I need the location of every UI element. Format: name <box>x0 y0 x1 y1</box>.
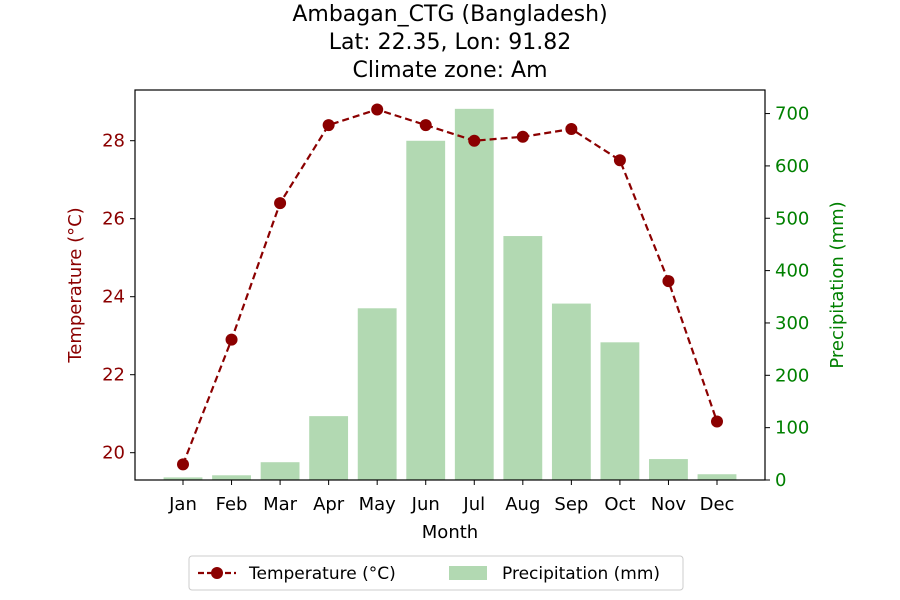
y-right-tick-label-100: 100 <box>775 418 809 439</box>
legend-temperature-marker <box>211 567 223 579</box>
y-axis-left-label: Temperature (°C) <box>65 207 86 363</box>
y-left-tick-label-20: 20 <box>102 443 125 464</box>
legend-temperature-label: Temperature (°C) <box>248 564 396 584</box>
temperature-point-oct <box>613 154 626 167</box>
x-tick-label-dec: Dec <box>700 494 735 515</box>
temperature-point-apr <box>322 119 335 132</box>
y-axis-right-label: Precipitation (mm) <box>827 201 848 368</box>
title-line-coordinates: Lat: 22.35, Lon: 91.82 <box>329 30 571 55</box>
precipitation-bar-aug <box>503 236 543 480</box>
precipitation-bar-dec <box>697 474 737 480</box>
temperature-point-sep <box>565 123 578 135</box>
precipitation-bar-sep <box>551 303 591 480</box>
legend-precipitation-label: Precipitation (mm) <box>502 564 660 584</box>
precipitation-bar-may <box>357 308 397 480</box>
y-right-tick-label-600: 600 <box>775 156 809 177</box>
temperature-line <box>181 108 719 465</box>
title-line-climate-zone: Climate zone: Am <box>352 58 547 83</box>
x-tick-label-feb: Feb <box>216 494 248 515</box>
chart-title: Ambagan_CTG (Bangladesh) Lat: 22.35, Lon… <box>292 2 607 83</box>
y-left-tick-label-24: 24 <box>102 287 125 308</box>
x-tick-label-sep: Sep <box>554 494 588 515</box>
y-right-tick-label-200: 200 <box>775 365 809 386</box>
x-tick-label-apr: Apr <box>313 494 345 515</box>
y-left-tick-label-28: 28 <box>102 131 125 152</box>
x-tick-label-aug: Aug <box>505 494 540 515</box>
plot-frame <box>134 89 766 481</box>
x-tick-label-oct: Oct <box>604 494 635 515</box>
x-tick-label-jun: Jun <box>411 494 440 515</box>
y-axis-right-ticks: 0 100 200 300 400 500 600 700 <box>765 104 809 491</box>
precipitation-bar-jun <box>406 140 446 481</box>
temperature-point-nov <box>662 275 675 288</box>
y-right-tick-label-700: 700 <box>775 104 809 125</box>
temperature-point-dec <box>711 415 723 428</box>
precipitation-bar-feb <box>212 475 251 480</box>
x-tick-label-nov: Nov <box>651 494 686 515</box>
y-right-tick-label-400: 400 <box>775 261 809 282</box>
y-right-tick-label-0: 0 <box>775 470 786 491</box>
precipitation-bar-jul <box>454 108 494 480</box>
precipitation-bars <box>163 108 737 481</box>
temperature-point-jun <box>419 119 432 132</box>
precipitation-bar-apr <box>309 416 349 480</box>
x-tick-label-mar: Mar <box>263 494 298 515</box>
legend: Temperature (°C) Precipitation (mm) <box>188 555 684 591</box>
temperature-point-mar <box>274 197 287 210</box>
y-left-tick-label-26: 26 <box>102 209 125 230</box>
precipitation-bar-oct <box>600 342 640 480</box>
legend-frame <box>188 555 684 591</box>
title-line-station: Ambagan_CTG (Bangladesh) <box>292 2 607 27</box>
x-tick-label-jan: Jan <box>168 494 197 515</box>
precipitation-bar-mar <box>260 462 300 480</box>
x-axis-label: Month <box>422 522 478 543</box>
legend-precipitation-swatch <box>449 566 487 580</box>
precipitation-bar-jan <box>163 477 203 480</box>
y-axis-left-ticks: 20 22 24 26 28 <box>102 131 135 464</box>
x-tick-label-may: May <box>359 494 397 515</box>
y-left-tick-label-22: 22 <box>102 365 125 386</box>
precipitation-bar-nov <box>649 459 688 480</box>
temperature-point-jul <box>468 134 481 147</box>
y-right-tick-label-300: 300 <box>775 313 809 334</box>
temperature-point-jan <box>177 458 189 471</box>
y-right-tick-label-500: 500 <box>775 208 809 229</box>
temperature-series <box>177 103 723 471</box>
temperature-point-feb <box>225 333 238 346</box>
x-tick-label-jul: Jul <box>462 494 485 515</box>
x-axis-ticks: Jan Feb Mar Apr May Jun Jul Aug Sep Oct Nov Dec <box>168 480 734 515</box>
temperature-point-may <box>371 103 384 116</box>
temperature-point-aug <box>516 130 529 143</box>
